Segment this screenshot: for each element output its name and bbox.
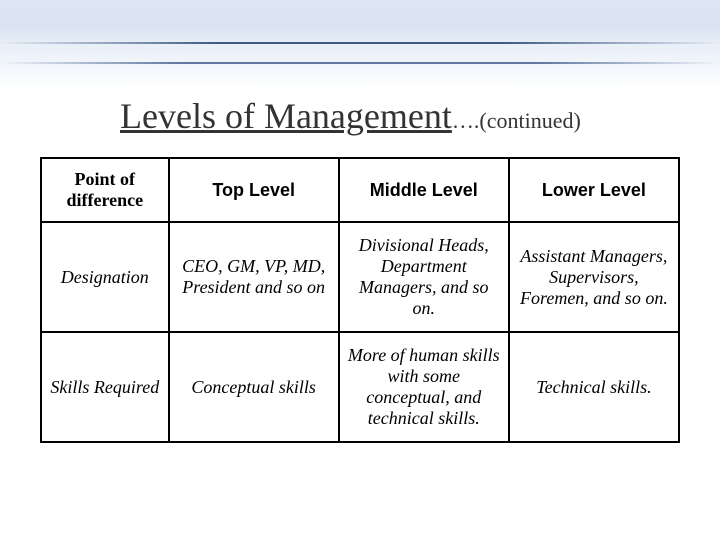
row-0-label: Designation [41,222,169,332]
row-0-cell-0: CEO, GM, VP, MD, President and so on [169,222,339,332]
header-col-1: Top Level [169,158,339,222]
header-col-3: Lower Level [509,158,679,222]
row-1-cell-0: Conceptual skills [169,332,339,442]
table-header-row: Point of difference Top Level Middle Lev… [41,158,679,222]
comparison-table-container: Point of difference Top Level Middle Lev… [40,157,680,443]
comparison-table: Point of difference Top Level Middle Lev… [40,157,680,443]
title-continued: ….(continued) [452,108,581,134]
title-main: Levels of Management [120,95,452,137]
row-1-cell-1: More of human skills with some conceptua… [339,332,509,442]
row-0-cell-2: Assistant Managers, Supervisors, Foremen… [509,222,679,332]
table-row: Skills Required Conceptual skills More o… [41,332,679,442]
header-col-0: Point of difference [41,158,169,222]
header-col-2: Middle Level [339,158,509,222]
row-1-label: Skills Required [41,332,169,442]
slide-title: Levels of Management ….(continued) [0,0,720,137]
row-1-cell-2: Technical skills. [509,332,679,442]
row-0-cell-1: Divisional Heads, Department Managers, a… [339,222,509,332]
table-row: Designation CEO, GM, VP, MD, President a… [41,222,679,332]
